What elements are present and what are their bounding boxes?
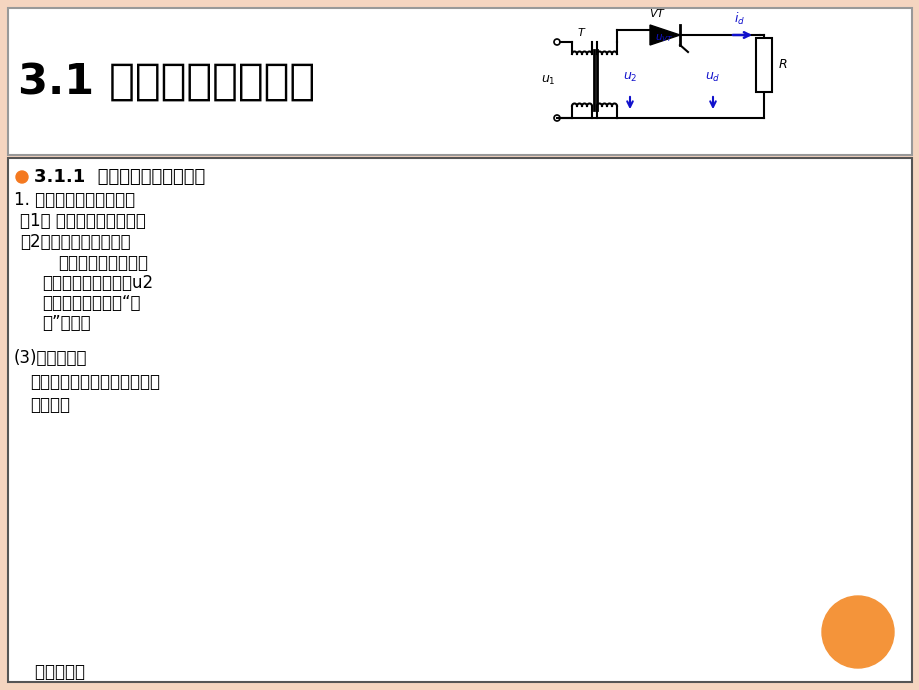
- Polygon shape: [650, 25, 679, 45]
- Text: $u_G$: $u_G$: [491, 311, 505, 323]
- Bar: [8, 158, 911, 682]
- Text: $\omega t$: $\omega t$: [888, 257, 902, 269]
- Bar: [755, 38, 771, 92]
- Text: 3.1 单相可控整流电路: 3.1 单相可控整流电路: [18, 61, 315, 103]
- Text: $u_2$: $u_2$: [622, 70, 637, 83]
- Text: 触发角：控制角或触发延迟角: 触发角：控制角或触发延迟角: [30, 373, 160, 391]
- Circle shape: [821, 596, 893, 668]
- Circle shape: [16, 171, 28, 183]
- Text: $\omega t$: $\omega t$: [888, 461, 902, 473]
- Text: 极性不变但瞬时値变: 极性不变但瞬时値变: [58, 254, 148, 272]
- Text: $u_1$: $u_1$: [540, 73, 555, 86]
- Text: $R$: $R$: [777, 59, 787, 72]
- Text: (3)术语概念：: (3)术语概念：: [14, 349, 87, 367]
- Text: 3.1.1  单相半波可控整流电路: 3.1.1 单相半波可控整流电路: [34, 168, 205, 186]
- Text: $VT$: $VT$: [649, 7, 666, 19]
- Text: 移相范围：: 移相范围：: [14, 663, 85, 681]
- Text: （1） 电路工作原理分析：: （1） 电路工作原理分析：: [20, 212, 146, 230]
- Text: 波”整流。: 波”整流。: [42, 314, 91, 332]
- Text: $\theta$: $\theta$: [573, 475, 581, 487]
- Text: 导通角：: 导通角：: [30, 396, 70, 414]
- Text: $\omega t$: $\omega t$: [888, 371, 902, 384]
- Text: $u_{VT}$: $u_{VT}$: [654, 32, 673, 44]
- Text: 的正半周出现，称“半: 的正半周出现，称“半: [42, 294, 141, 312]
- Text: $u_d$: $u_d$: [491, 399, 505, 411]
- Text: （2）输出电压的特点：: （2）输出电压的特点：: [20, 233, 130, 251]
- Text: $T$: $T$: [576, 26, 586, 38]
- Text: $u_2$: $u_2$: [492, 218, 505, 230]
- Text: $\alpha$: $\alpha$: [546, 317, 555, 327]
- Text: $u_{VT}$: $u_{VT}$: [485, 491, 505, 502]
- Text: $u_d$: $u_d$: [705, 70, 720, 83]
- Text: 1. 带电阵负载的工作情况: 1. 带电阵负载的工作情况: [14, 191, 135, 209]
- Text: 化的脉动直流。只在u2: 化的脉动直流。只在u2: [42, 274, 153, 292]
- Bar: [8, 8, 911, 155]
- Text: $\omega t$: $\omega t$: [888, 528, 902, 540]
- Text: $i_d$: $i_d$: [733, 11, 744, 27]
